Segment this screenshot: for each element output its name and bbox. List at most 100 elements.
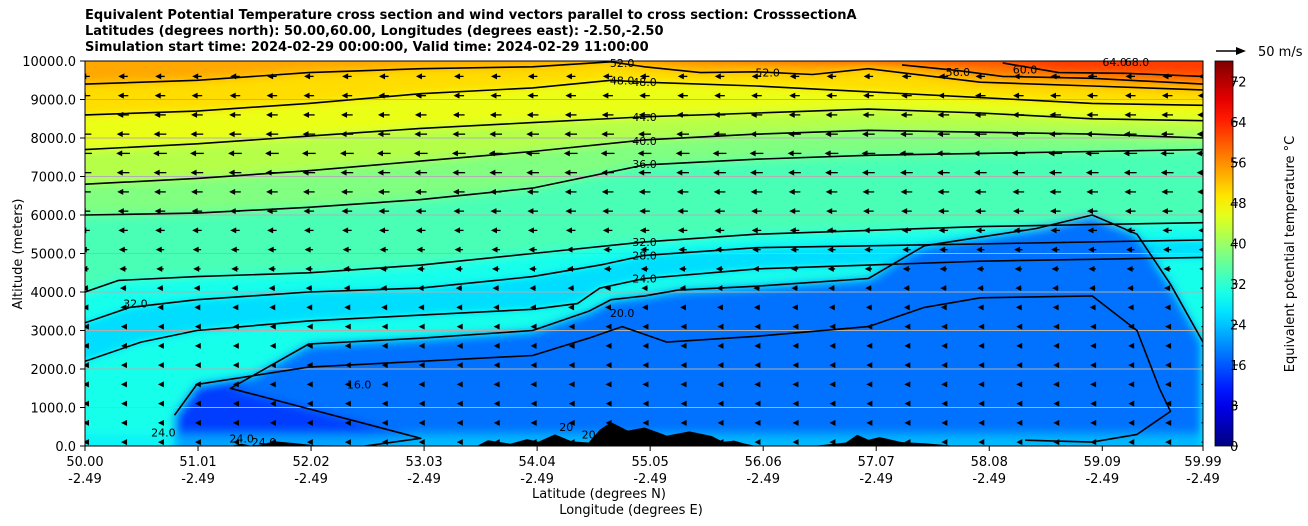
- wind-arrowhead: [1125, 73, 1132, 80]
- x-tick-label-lat: 57.07: [858, 455, 895, 470]
- wind-arrowhead: [603, 246, 610, 253]
- wind-arrowhead: [1085, 150, 1092, 157]
- wind-arrowhead: [232, 342, 239, 349]
- wind-arrowhead: [1087, 73, 1094, 80]
- colorbar-tick-label: 8: [1230, 399, 1238, 414]
- x-tick-label-lon: -2.49: [746, 472, 780, 487]
- y-tick-label: 2000.0: [31, 363, 77, 378]
- wind-arrowhead: [229, 92, 236, 99]
- wind-arrowhead: [714, 73, 721, 80]
- wind-arrowhead: [1165, 400, 1172, 407]
- chart-title-line-1: Equivalent Potential Temperature cross s…: [85, 8, 857, 23]
- wind-arrowhead: [639, 73, 646, 80]
- wind-arrowhead: [381, 304, 388, 311]
- wind-arrowhead: [565, 208, 572, 215]
- wind-arrowhead: [791, 285, 798, 292]
- wind-arrowhead: [376, 150, 383, 157]
- wind-arrowhead: [975, 73, 982, 80]
- wind-arrowhead: [642, 362, 649, 369]
- wind-arrowhead: [267, 246, 274, 253]
- wind-arrowhead: [418, 419, 425, 426]
- wind-arrowhead: [974, 111, 981, 118]
- wind-arrowhead: [303, 111, 310, 118]
- wind-arrowhead: [306, 304, 313, 311]
- wind-arrowhead: [344, 381, 351, 388]
- wind-arrowhead: [493, 323, 500, 330]
- wind-arrowhead: [488, 150, 495, 157]
- wind-arrowhead: [1051, 246, 1058, 253]
- wind-arrowhead: [751, 227, 758, 234]
- wind-arrowhead: [941, 323, 948, 330]
- wind-arrowhead: [232, 400, 239, 407]
- wind-arrowhead: [902, 246, 909, 253]
- wind-arrowhead: [976, 265, 983, 272]
- contour-label: 24.0: [632, 273, 657, 286]
- wind-arrowhead: [977, 285, 984, 292]
- wind-arrowhead: [344, 439, 351, 446]
- wind-arrowhead: [452, 188, 459, 195]
- wind-arrowhead: [1162, 227, 1169, 234]
- wind-arrowhead: [306, 323, 313, 330]
- wind-arrowhead: [1124, 208, 1131, 215]
- wind-arrowhead: [418, 362, 425, 369]
- wind-arrowhead: [826, 92, 833, 99]
- wind-arrowhead: [414, 169, 421, 176]
- wind-arrowhead: [789, 73, 796, 80]
- wind-arrowhead: [490, 92, 497, 99]
- colorbar-tick-label: 16: [1230, 359, 1247, 374]
- wind-arrowhead: [415, 227, 422, 234]
- wind-arrowhead: [456, 439, 463, 446]
- wind-arrowhead: [118, 246, 125, 253]
- y-tick-label: 5000.0: [31, 248, 77, 263]
- wind-arrowhead: [306, 400, 313, 407]
- contour-label: 24.0: [252, 436, 277, 449]
- wind-arrowhead: [978, 419, 985, 426]
- wind-arrowhead: [194, 323, 201, 330]
- wind-arrowhead: [825, 188, 832, 195]
- wind-arrowhead: [456, 342, 463, 349]
- wind-arrowhead: [975, 208, 982, 215]
- wind-arrowhead: [192, 246, 199, 253]
- wind-arrowhead: [415, 73, 422, 80]
- quiver-key-arrowhead: [1236, 47, 1246, 55]
- x-tick-label-lon: -2.49: [1085, 472, 1119, 487]
- wind-arrowhead: [157, 439, 164, 446]
- colorbar-tick-label: 48: [1230, 197, 1247, 212]
- wind-arrowhead: [826, 208, 833, 215]
- wind-arrowhead: [381, 439, 388, 446]
- x-tick-label-lat: 51.01: [179, 455, 216, 470]
- wind-arrowhead: [680, 362, 687, 369]
- wind-arrowhead: [1086, 208, 1093, 215]
- wind-arrowhead: [1089, 285, 1096, 292]
- wind-arrowhead: [380, 285, 387, 292]
- wind-arrowhead: [605, 362, 612, 369]
- wind-arrowhead: [754, 342, 761, 349]
- wind-arrowhead: [456, 419, 463, 426]
- wind-arrowhead: [340, 131, 347, 138]
- wind-arrowhead: [863, 92, 870, 99]
- wind-arrowhead: [117, 111, 124, 118]
- wind-arrowhead: [1128, 400, 1135, 407]
- wind-arrowhead: [302, 131, 309, 138]
- contour-line-48: [85, 79, 1203, 116]
- wind-arrowhead: [563, 150, 570, 157]
- wind-arrowhead: [232, 439, 239, 446]
- wind-arrowhead: [305, 265, 312, 272]
- wind-arrowhead: [1126, 246, 1133, 253]
- wind-arrowhead: [1053, 342, 1060, 349]
- wind-arrowhead: [904, 400, 911, 407]
- wind-arrowhead: [1012, 188, 1019, 195]
- wind-arrowhead: [267, 227, 274, 234]
- contour-label: 68.0: [1125, 56, 1150, 69]
- wind-arrowhead: [604, 304, 611, 311]
- wind-arrowhead: [642, 342, 649, 349]
- wind-arrowhead: [269, 400, 276, 407]
- wind-arrowhead: [862, 188, 869, 195]
- wind-arrowhead: [194, 342, 201, 349]
- wind-arrowhead: [1086, 188, 1093, 195]
- wind-arrowhead: [191, 92, 198, 99]
- wind-arrowhead: [717, 400, 724, 407]
- wind-arrowhead: [526, 169, 533, 176]
- wind-arrowhead: [602, 227, 609, 234]
- wind-arrowhead: [941, 419, 948, 426]
